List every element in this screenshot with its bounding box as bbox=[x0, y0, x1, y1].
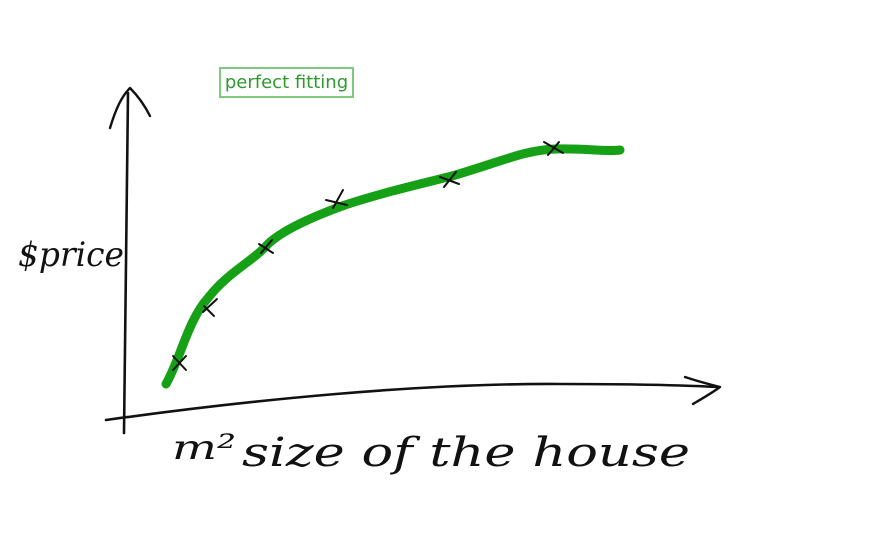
annotation-text: perfect fitting bbox=[224, 72, 349, 93]
x-axis-arrowhead bbox=[683, 375, 722, 406]
data-point-marker bbox=[202, 298, 218, 317]
data-point-marker bbox=[439, 171, 460, 188]
y-axis bbox=[122, 91, 130, 435]
x-axis bbox=[104, 382, 719, 422]
data-point-marker bbox=[258, 239, 274, 254]
data-point-marker bbox=[325, 189, 348, 209]
data-point-marker bbox=[172, 355, 187, 371]
data-points bbox=[172, 141, 564, 371]
fitted-curve bbox=[161, 144, 625, 389]
y-axis-arrowhead bbox=[108, 86, 152, 130]
x-axis-label: size of the house bbox=[242, 430, 690, 476]
y-axis-label: $price bbox=[18, 235, 124, 275]
x-axis-unit: m² bbox=[172, 428, 236, 468]
data-point-marker bbox=[543, 141, 564, 156]
perfect-fitting-annotation: perfect fitting bbox=[219, 67, 354, 98]
